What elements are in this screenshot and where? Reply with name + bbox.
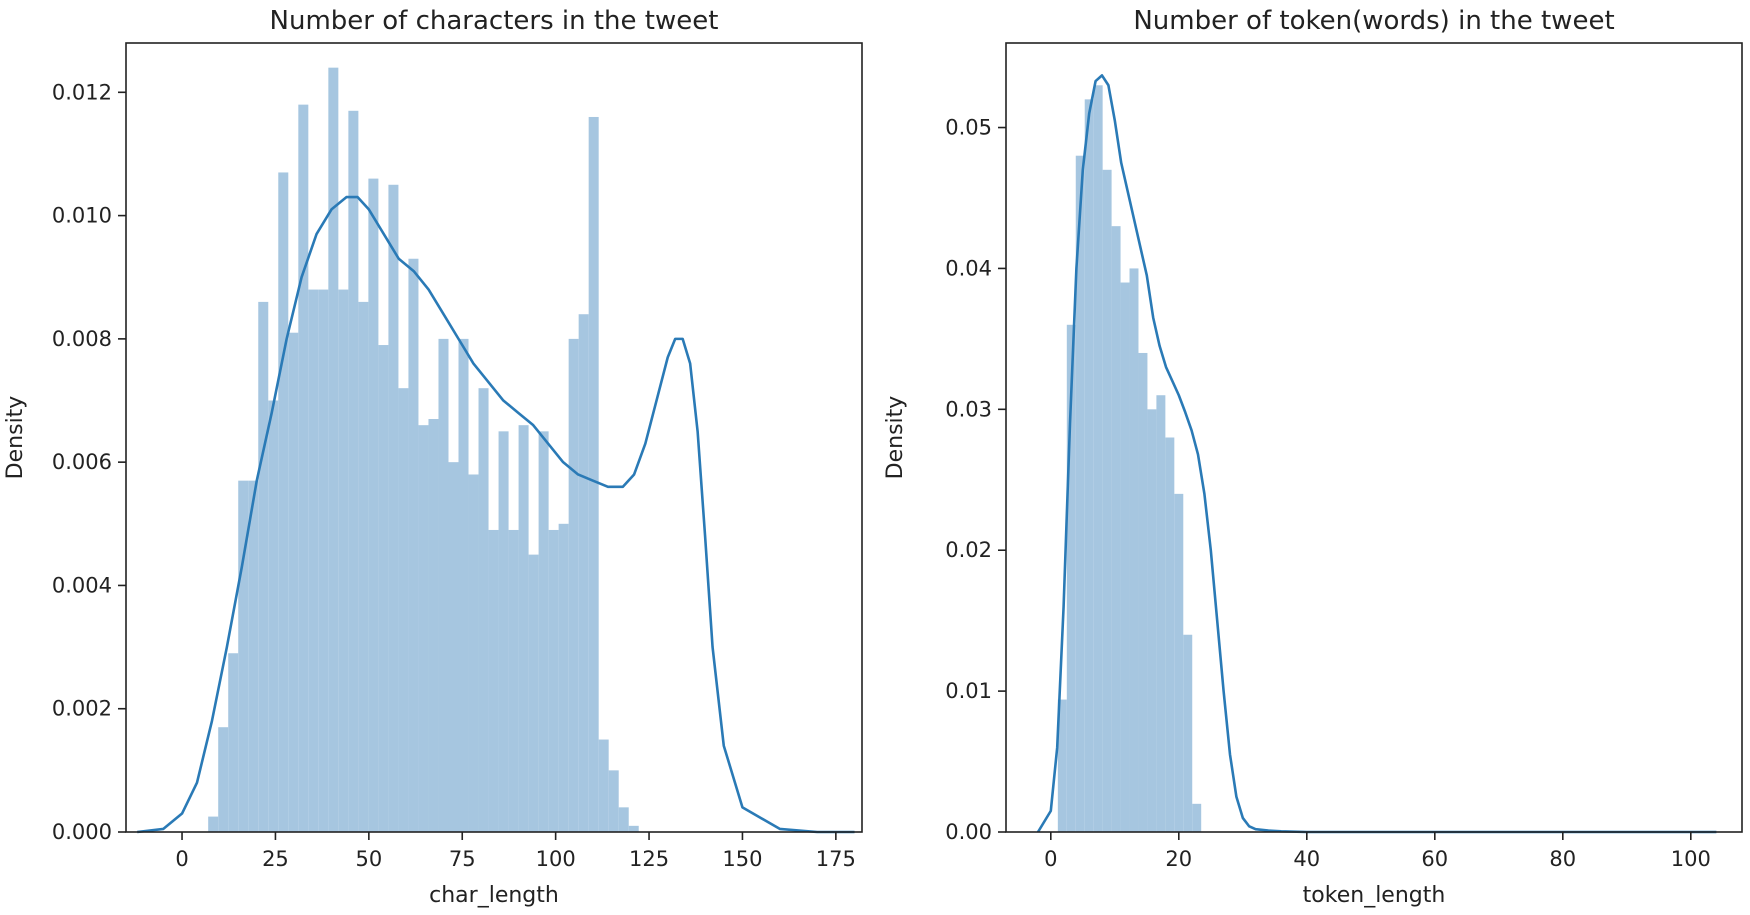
- char-length-panel: 0 25 50 75 100 125 150 175 0.000 0.002 0.004 0.006 0…: [3, 6, 863, 908]
- token-length-x-tick-label: 60: [1421, 847, 1448, 871]
- char-length-hist-bar: [328, 67, 339, 832]
- char-length-y-tick-label: 0.002: [52, 697, 112, 721]
- char-length-hist-bar: [518, 425, 529, 832]
- token-length-y-tick-label: 0.03: [945, 397, 992, 421]
- token-length-chart-title: Number of token(words) in the tweet: [1133, 6, 1614, 36]
- token-length-plot-frame: [1005, 42, 1743, 833]
- char-length-hist-bar: [288, 332, 299, 832]
- char-length-hist-bar: [608, 770, 619, 832]
- token-length-hist-bar: [1147, 409, 1157, 832]
- char-length-hist-bar: [498, 431, 509, 832]
- char-length-hist-bar: [218, 727, 229, 832]
- char-length-y-tick-label: 0.004: [52, 573, 112, 597]
- char-length-hist-bar: [628, 825, 639, 832]
- char-length-hist-bar: [268, 400, 279, 832]
- char-length-hist-bar: [238, 480, 249, 832]
- char-length-hist-bar: [358, 301, 369, 832]
- char-length-hist-bar: [428, 419, 439, 832]
- char-length-hist-bar: [248, 480, 259, 832]
- token-length-hist-bar: [1129, 268, 1139, 832]
- char-length-hist-bar: [548, 529, 559, 832]
- token-length-y-tick-label: 0.01: [945, 679, 992, 703]
- char-length-hist-bar: [278, 172, 289, 832]
- token-length-hist-bar: [1165, 437, 1175, 832]
- char-length-y-tick-label: 0.010: [52, 204, 112, 228]
- char-length-hist-bar: [298, 104, 309, 832]
- char-length-hist-bar: [388, 184, 399, 832]
- char-length-x-tick-label: 75: [449, 847, 476, 871]
- token-length-x-axis-label: token_length: [1303, 883, 1446, 908]
- token-length-hist-bar: [1174, 493, 1184, 832]
- char-length-x-tick-label: 150: [722, 847, 762, 871]
- char-length-hist-bar: [258, 301, 269, 832]
- token-length-y-axis-label: Density: [883, 396, 908, 480]
- token-length-hist-bar: [1138, 352, 1148, 832]
- char-length-hist-bar: [348, 110, 359, 833]
- char-length-y-tick-label: 0.006: [52, 450, 112, 474]
- token-length-hist-bar: [1102, 169, 1112, 833]
- char-length-hist-bar: [408, 258, 419, 832]
- char-length-hist-bar: [338, 289, 349, 832]
- char-length-x-tick-label: 125: [629, 847, 669, 871]
- char-length-hist-bar: [538, 431, 549, 832]
- char-length-x-tick-label: 100: [536, 847, 576, 871]
- token-length-hist-bar: [1192, 803, 1202, 832]
- char-length-hist-bar: [398, 388, 409, 832]
- token-length-hist-bar: [1120, 282, 1130, 832]
- char-length-y-tick-label: 0.012: [52, 80, 112, 104]
- token-length-hist-bar: [1183, 634, 1193, 832]
- char-length-chart-title: Number of characters in the tweet: [270, 6, 719, 36]
- token-length-hist-bar: [1156, 395, 1166, 832]
- char-length-hist-bar: [528, 554, 539, 832]
- token-length-y-tick-label: 0.00: [945, 820, 992, 844]
- char-length-y-tick-label: 0.008: [52, 327, 112, 351]
- char-length-hist-bar: [618, 807, 629, 832]
- token-length-y-tick-label: 0.04: [945, 256, 992, 280]
- token-length-hist-bar: [1066, 324, 1076, 832]
- char-length-hist-bar: [558, 523, 569, 832]
- char-length-hist-bar: [318, 289, 329, 832]
- char-length-x-axis-label: char_length: [429, 883, 559, 908]
- char-length-x-tick-label: 0: [175, 847, 188, 871]
- char-length-hist-bar: [568, 338, 579, 833]
- char-length-x-tick-label: 25: [262, 847, 289, 871]
- token-length-kde-line: [1036, 74, 1717, 834]
- token-length-y-tick-label: 0.02: [945, 538, 992, 562]
- char-length-hist-bar: [418, 425, 429, 832]
- char-length-x-tick-label: 175: [816, 847, 856, 871]
- char-length-hist-bar: [478, 388, 489, 832]
- token-length-hist-bar: [1075, 155, 1085, 832]
- token-length-hist-bar: [1093, 85, 1103, 832]
- char-length-hist-bar: [578, 314, 589, 833]
- char-length-plot-frame: [125, 42, 863, 833]
- char-length-y-axis-label: Density: [3, 396, 28, 480]
- char-length-hist-bar: [378, 345, 389, 832]
- char-length-hist-bar: [508, 529, 519, 832]
- char-length-hist-bar: [438, 338, 449, 833]
- char-length-hist-bar: [208, 816, 219, 832]
- token-length-panel: 0 20 40 60 80 100 0.00 0.01 0.02 0.03 0.04 0.05 Numb…: [883, 6, 1743, 908]
- token-length-x-tick-label: 100: [1671, 847, 1711, 871]
- token-length-x-tick-label: 40: [1293, 847, 1320, 871]
- char-length-hist-bar: [598, 739, 609, 832]
- char-length-hist-bar: [468, 474, 479, 832]
- token-length-x-tick-label: 20: [1165, 847, 1192, 871]
- char-length-hist-bar: [488, 529, 499, 832]
- token-length-hist-bar: [1084, 99, 1094, 833]
- token-length-hist-bar: [1111, 226, 1121, 832]
- char-length-hist-bar: [368, 178, 379, 833]
- char-length-kde-line: [137, 195, 855, 834]
- char-length-y-tick-label: 0.000: [52, 820, 112, 844]
- token-length-x-tick-label: 0: [1044, 847, 1057, 871]
- char-length-hist-bar: [308, 289, 319, 832]
- char-length-hist-bar: [448, 462, 459, 832]
- token-length-x-tick-label: 80: [1549, 847, 1576, 871]
- token-length-y-tick-label: 0.05: [945, 116, 992, 140]
- char-length-x-tick-label: 50: [355, 847, 382, 871]
- char-length-hist-bar: [588, 116, 599, 833]
- char-length-hist-bar: [228, 653, 239, 832]
- char-length-hist-bar: [458, 338, 469, 833]
- token-length-hist-bar: [1057, 699, 1067, 832]
